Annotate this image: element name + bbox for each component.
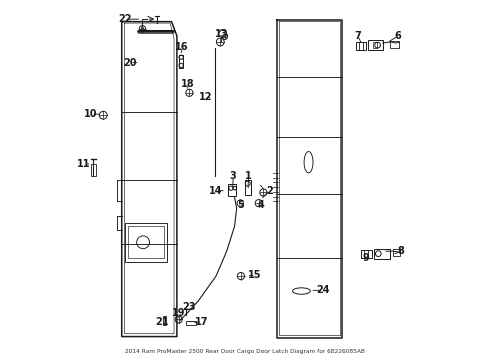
Text: 14: 14 [208,186,222,196]
Text: 11: 11 [77,159,90,169]
Text: 22: 22 [118,14,132,24]
Text: 4: 4 [257,200,264,210]
Text: 3: 3 [229,171,236,181]
Bar [91,164,96,176]
Text: 2: 2 [265,186,272,196]
Text: 5: 5 [237,200,244,210]
Bar [367,40,382,50]
Text: 21: 21 [155,317,168,327]
Text: 19: 19 [172,309,185,319]
Text: 12: 12 [198,93,212,103]
Bar [355,42,366,50]
Text: 16: 16 [174,41,188,51]
Bar [128,226,163,258]
Text: 15: 15 [248,270,262,280]
Text: 7: 7 [353,31,360,41]
Text: 8: 8 [397,246,404,256]
Bar [124,223,167,262]
Text: 9: 9 [362,253,368,263]
Text: 24: 24 [315,285,329,295]
Text: 13: 13 [214,29,228,39]
Bar [373,249,389,258]
Bar [244,180,250,195]
Bar [228,184,236,196]
Text: 2014 Ram ProMaster 2500 Rear Door Cargo Door Latch Diagram for 68226085AB: 2014 Ram ProMaster 2500 Rear Door Cargo … [124,349,364,354]
Text: 10: 10 [84,109,97,119]
Text: 18: 18 [181,79,194,89]
Bar [179,55,183,68]
Bar [361,250,371,258]
Bar [163,316,165,325]
Text: 23: 23 [182,302,196,312]
Bar [372,42,376,48]
Bar [389,41,399,48]
Text: 1: 1 [244,171,251,181]
Text: 6: 6 [393,31,400,41]
Bar [185,320,195,325]
Text: 17: 17 [195,317,208,327]
Text: 20: 20 [123,58,136,68]
Bar [392,249,400,256]
